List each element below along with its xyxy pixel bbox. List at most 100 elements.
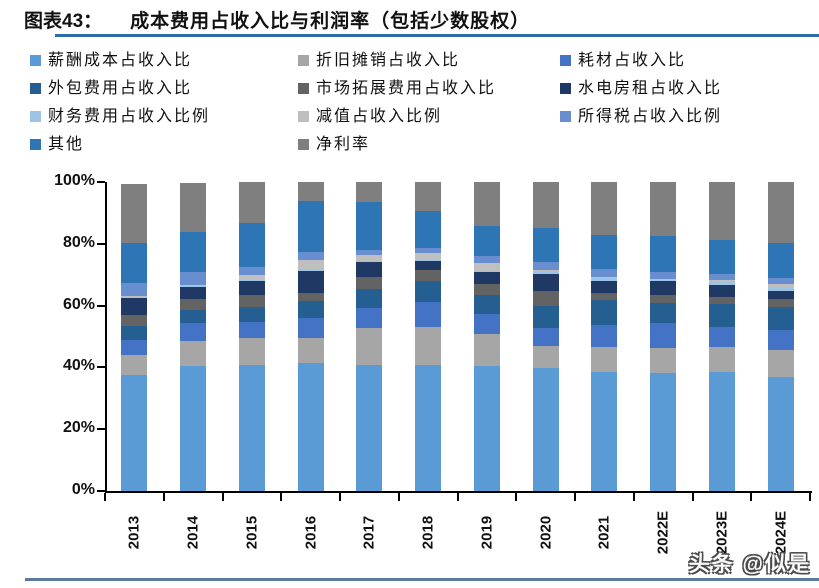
bar-segment xyxy=(532,261,559,270)
bar-segment xyxy=(297,300,324,318)
bar-segment xyxy=(591,371,618,491)
bar-segment xyxy=(415,247,442,254)
bar-segment xyxy=(180,310,207,323)
bar-segment xyxy=(180,284,207,286)
bar-segment xyxy=(415,270,442,282)
y-axis-label: 40% xyxy=(62,357,95,375)
legend-label: 水电房租占收入比 xyxy=(578,80,723,97)
bar-segment xyxy=(473,226,500,257)
x-axis-label: 2015 xyxy=(243,515,261,550)
bar-segment xyxy=(297,270,324,293)
bar-segment xyxy=(238,364,265,491)
legend-swatch xyxy=(30,55,41,66)
x-axis-tick xyxy=(280,493,283,501)
bar-segment xyxy=(180,340,207,366)
bar-segment xyxy=(650,348,677,374)
bar-segment xyxy=(415,327,442,365)
bar-segment xyxy=(356,289,383,308)
bar-segment xyxy=(180,299,207,311)
bar-segment xyxy=(532,182,559,229)
bar-segment xyxy=(708,280,735,286)
bar-segment xyxy=(767,299,794,307)
bar-segment xyxy=(650,373,677,491)
bar-segment xyxy=(473,263,500,272)
y-axis-label: 60% xyxy=(62,295,95,313)
bar-segment xyxy=(767,306,794,330)
bar-segment xyxy=(180,322,207,341)
bar-segment xyxy=(180,232,207,273)
bar-segment xyxy=(121,184,148,243)
bar-segment xyxy=(532,228,559,262)
bar-segment xyxy=(650,279,677,282)
bar-segment xyxy=(708,304,735,327)
legend-item: 减值占收入比例 xyxy=(298,106,560,127)
legend-label: 市场拓展费用占收入比 xyxy=(316,80,497,97)
x-axis-line xyxy=(105,491,812,493)
bar-segment xyxy=(238,321,265,339)
bar-segment xyxy=(532,368,559,491)
legend-item: 外包费用占收入比 xyxy=(30,78,298,99)
bar-segment xyxy=(473,295,500,314)
bar-segment xyxy=(532,271,559,275)
bar-segment xyxy=(591,300,618,326)
bar-segment xyxy=(180,272,207,285)
bar-segment xyxy=(591,269,618,278)
figure-header: 图表43： 成本费用占收入比与利润率（包括少数股权） xyxy=(24,6,804,33)
bar-segment xyxy=(356,261,383,278)
legend-label: 其他 xyxy=(48,136,85,153)
bar-segment xyxy=(415,281,442,303)
bar-segment xyxy=(473,256,500,264)
bar-segment xyxy=(532,274,559,292)
bar-segment xyxy=(708,326,735,347)
bar-segment xyxy=(591,182,618,235)
bottom-divider xyxy=(25,578,819,581)
bar-segment xyxy=(767,242,794,279)
legend-label: 净利率 xyxy=(316,136,371,153)
bar-segment xyxy=(356,307,383,328)
bar-segment xyxy=(473,182,500,227)
bar-segment xyxy=(356,260,383,262)
bar-segment xyxy=(180,287,207,300)
x-axis-label: 2020 xyxy=(537,515,555,550)
x-axis-label: 2014 xyxy=(184,515,202,550)
bar-segment xyxy=(650,323,677,349)
bar-segment xyxy=(238,274,265,280)
y-axis-tick xyxy=(97,490,105,492)
bar-segment xyxy=(767,182,794,243)
bar-segment xyxy=(473,272,500,284)
bar-segment xyxy=(591,277,618,279)
bar-segment xyxy=(650,281,677,295)
bar-segment xyxy=(767,330,794,351)
legend-swatch xyxy=(30,139,41,150)
bar-segment xyxy=(415,211,442,248)
x-axis-tick xyxy=(104,493,106,501)
legend-item: 薪酬成本占收入比 xyxy=(30,50,298,71)
bar-segment xyxy=(238,306,265,322)
y-axis-line xyxy=(105,182,107,491)
bar-segment xyxy=(532,327,559,347)
bar-segment xyxy=(473,366,500,491)
x-axis-tick xyxy=(632,493,635,501)
x-axis-tick xyxy=(162,493,165,501)
bar-segment xyxy=(473,283,500,296)
legend-item: 市场拓展费用占收入比 xyxy=(298,78,560,99)
legend-swatch xyxy=(560,55,571,66)
bar-segment xyxy=(238,294,265,307)
bar-segment xyxy=(121,296,148,299)
bar-segment xyxy=(591,346,618,372)
bar-segment xyxy=(356,202,383,250)
legend-swatch xyxy=(560,111,571,122)
x-axis-label: 2022E xyxy=(654,510,672,555)
bar-segment xyxy=(767,278,794,285)
bar-segment xyxy=(708,296,735,305)
bar-segment xyxy=(238,182,265,224)
bar-segment xyxy=(415,260,442,262)
legend-swatch xyxy=(298,139,309,150)
bar-segment xyxy=(532,306,559,328)
bar-segment xyxy=(650,278,677,280)
bar-segment xyxy=(238,280,265,295)
x-axis-label: 2019 xyxy=(478,515,496,550)
legend-label: 薪酬成本占收入比 xyxy=(48,52,193,69)
